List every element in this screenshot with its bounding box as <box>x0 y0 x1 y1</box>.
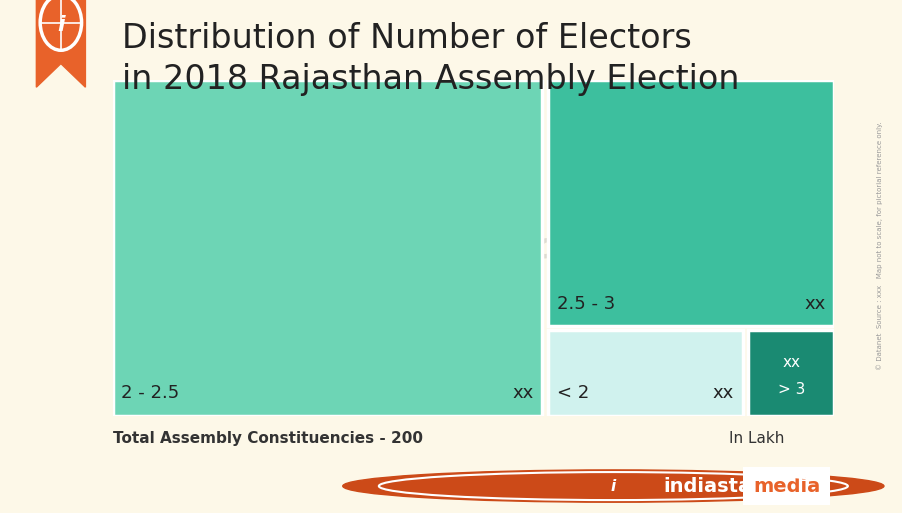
Text: xx: xx <box>713 384 734 402</box>
Text: Distribution of Number of Electors: Distribution of Number of Electors <box>122 22 692 55</box>
Text: © Datanet  Source : xxx   Map not to scale, for pictorial reference only.: © Datanet Source : xxx Map not to scale,… <box>876 122 883 370</box>
Text: > 3: > 3 <box>778 382 805 398</box>
Text: In Lakh: In Lakh <box>730 431 785 446</box>
Text: indiastatmedia.com: indiastatmedia.com <box>207 230 595 265</box>
Text: in 2018 Rajasthan Assembly Election: in 2018 Rajasthan Assembly Election <box>122 63 740 96</box>
Text: i: i <box>611 479 616 494</box>
Text: xx: xx <box>782 355 800 370</box>
Bar <box>113 80 542 416</box>
Bar <box>548 330 742 416</box>
Text: xx: xx <box>512 384 533 402</box>
Text: 2.5 - 3: 2.5 - 3 <box>557 295 615 313</box>
Text: indiastat: indiastat <box>663 477 760 496</box>
Circle shape <box>343 470 884 502</box>
Polygon shape <box>36 0 86 87</box>
Text: 2 - 2.5: 2 - 2.5 <box>122 384 179 402</box>
Bar <box>548 80 834 326</box>
Bar <box>749 330 834 416</box>
Text: < 2: < 2 <box>557 384 589 402</box>
Text: i: i <box>57 15 65 34</box>
Text: media: media <box>753 477 821 496</box>
Text: xx: xx <box>805 295 825 313</box>
Text: Total Assembly Constituencies - 200: Total Assembly Constituencies - 200 <box>113 431 423 446</box>
